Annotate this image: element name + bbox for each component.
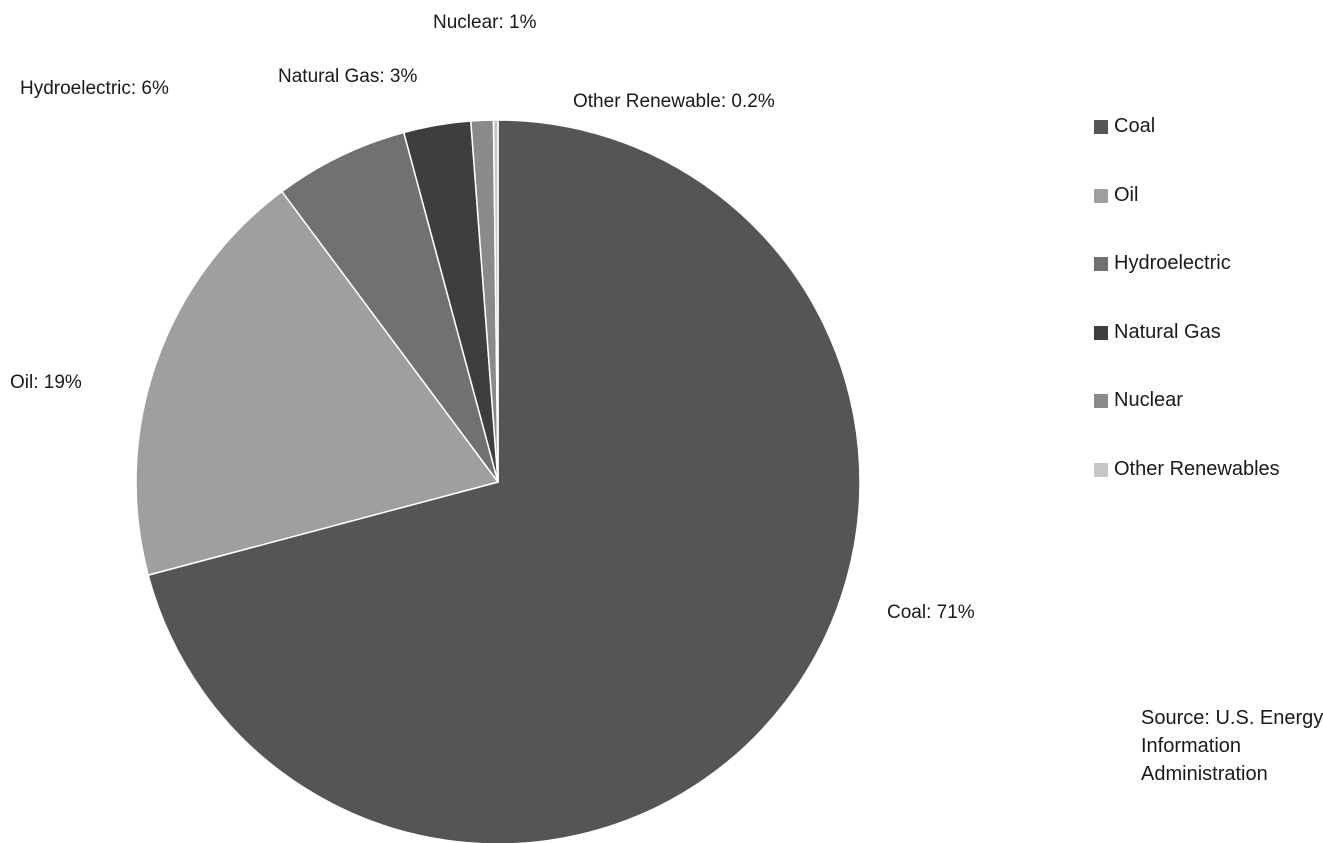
pie-slices — [135, 119, 861, 843]
legend-item-nuclear: Nuclear — [1094, 386, 1280, 455]
pie-slice-other-renewables — [492, 119, 499, 483]
pie-slice-coal — [147, 119, 861, 843]
pie-slice-hydroelectric — [281, 131, 499, 483]
slice-label-hydroelectric: Hydroelectric: 6% — [20, 78, 169, 99]
pie-slice-oil — [135, 190, 499, 576]
legend-swatch — [1094, 394, 1108, 408]
legend-item-oil: Oil — [1094, 181, 1280, 250]
legend-swatch — [1094, 257, 1108, 271]
legend-item-natural-gas: Natural Gas — [1094, 318, 1280, 387]
slice-label-oil: Oil: 19% — [10, 372, 82, 393]
slice-labels: Coal: 71% Oil: 19% Hydroelectric: 6% Natura… — [10, 12, 975, 623]
legend-swatch — [1094, 188, 1108, 203]
legend-label: Hydroelectric — [1114, 252, 1231, 274]
chart-legend: Coal Oil Hydroelectric Natural Gas Nuclear Ot… — [1094, 112, 1280, 523]
slice-label-coal: Coal: 71% — [887, 602, 975, 623]
legend-item-coal: Coal — [1094, 112, 1280, 181]
legend-label: Oil — [1114, 183, 1139, 206]
legend-swatch — [1094, 120, 1108, 134]
legend-label: Other Renewables — [1114, 457, 1280, 480]
legend-swatch — [1094, 325, 1108, 340]
source-note: Source: U.S. Energy Information Administ… — [1141, 707, 1323, 785]
legend-item-other-renewables: Other Renewables — [1094, 455, 1280, 524]
legend-label: Coal — [1114, 115, 1156, 137]
slice-label-natural-gas: Natural Gas: 3% — [278, 66, 417, 87]
legend-label: Nuclear — [1114, 389, 1183, 411]
legend-item-hydroelectric: Hydroelectric — [1094, 249, 1280, 318]
slice-label-nuclear: Nuclear: 1% — [433, 12, 537, 33]
slice-label-other-renewables: Other Renewable: 0.2% — [573, 91, 775, 112]
legend-swatch — [1094, 462, 1108, 477]
legend-label: Natural Gas — [1114, 320, 1221, 343]
